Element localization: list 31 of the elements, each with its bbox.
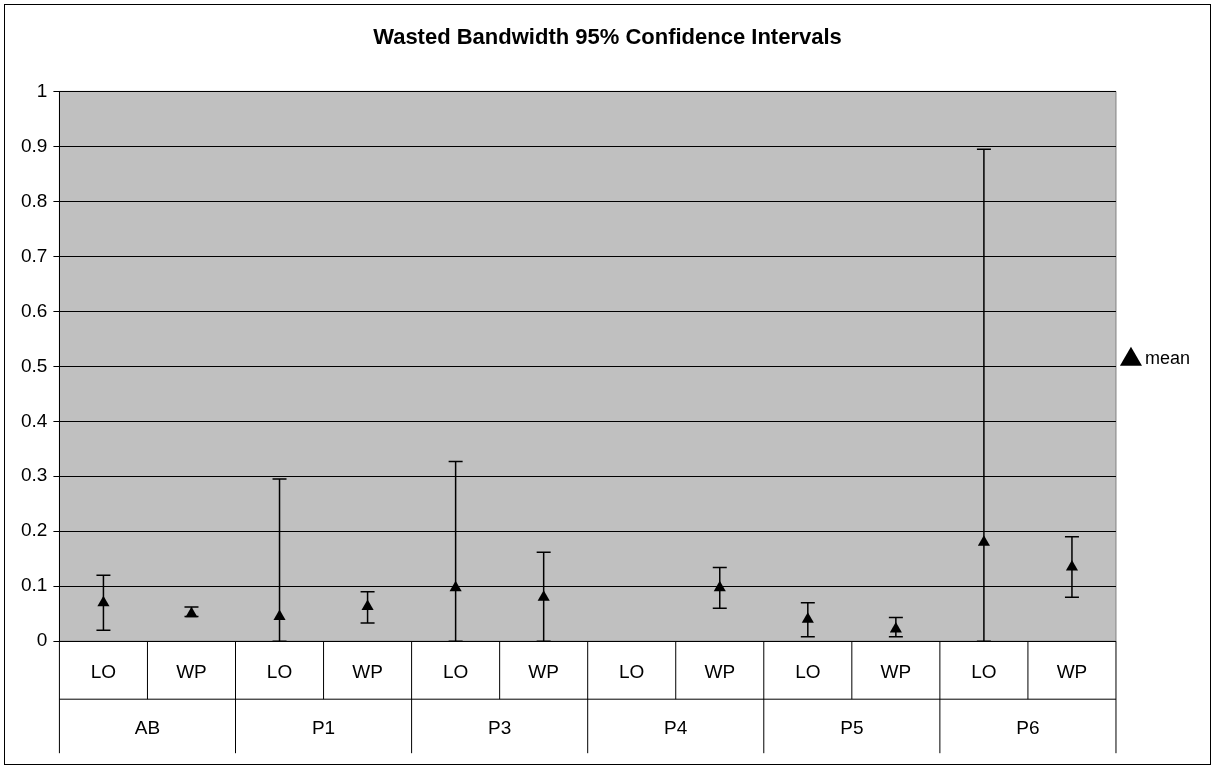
x-tick-label: LO (266, 660, 293, 682)
x-tick-label: WP (176, 660, 207, 682)
x-tick-label: WP (528, 660, 559, 682)
x-tick-label: LO (90, 660, 117, 682)
y-tick-label: 0.4 (20, 409, 48, 431)
y-tick-label: 0.9 (20, 134, 48, 156)
x-tick-label: WP (704, 660, 736, 682)
chart-title: Wasted Bandwidth 95% Confidence Intervals (373, 24, 842, 50)
y-tick-label: 0.1 (20, 574, 48, 596)
y-tick-label: 0 (36, 629, 48, 651)
text: P3 (488, 717, 512, 739)
y-tick-label: 0.5 (20, 354, 48, 376)
text: AB (134, 717, 161, 739)
y-tick-label: 0.3 (20, 464, 48, 486)
text: P5 (840, 717, 864, 739)
x-tick-label: LO (442, 660, 469, 682)
y-tick-label: 0.6 (20, 299, 48, 321)
y-tick-label: 1 (36, 79, 48, 101)
x-tick-label: LO (971, 660, 997, 682)
x-tick-label: LO (619, 660, 645, 682)
y-tick-label: 0.2 (20, 519, 48, 541)
y-tick-label: 0.8 (20, 189, 48, 211)
text: P4 (664, 717, 688, 739)
x-tick-label: WP (352, 660, 383, 682)
text: P6 (1016, 717, 1040, 739)
legend-label: mean (1144, 348, 1190, 369)
x-tick-label: LO (795, 660, 821, 682)
text: P1 (311, 717, 336, 739)
y-tick-label: 0.7 (20, 244, 48, 266)
x-tick-label: WP (1056, 660, 1088, 682)
x-tick-label: WP (880, 660, 912, 682)
